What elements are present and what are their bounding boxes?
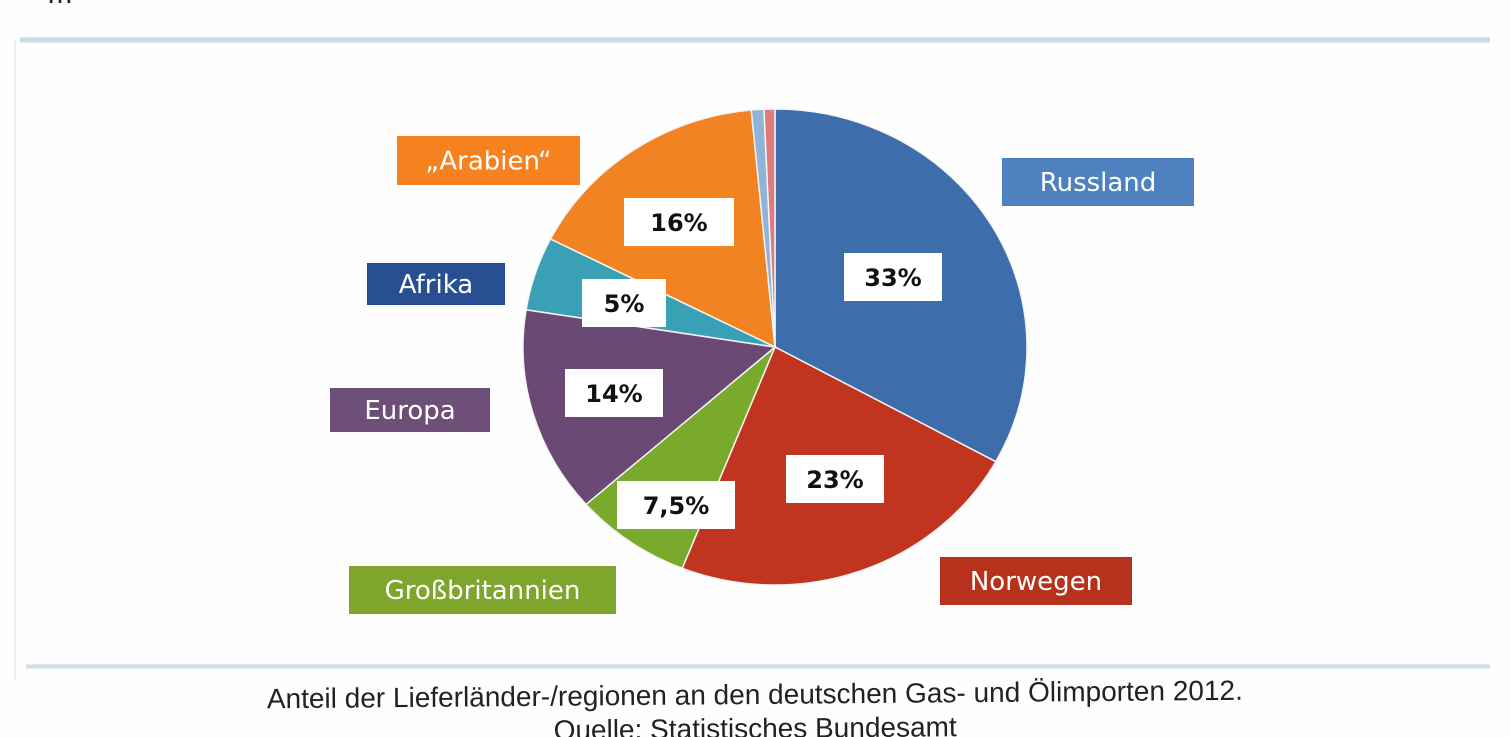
category-label-text: Russland [1040,168,1157,198]
value-label-text: 23% [806,466,863,494]
category-label-norwegen: Norwegen [940,557,1132,605]
category-label-text: Großbritannien [385,576,581,606]
category-label-text: Afrika [399,270,473,300]
category-label-afrika: Afrika [367,263,505,305]
header-fragment-text: … [46,0,74,9]
value-label-box [565,369,663,417]
value-label-5: 16% [624,198,734,246]
value-label-text: 5% [604,290,645,318]
category-label-text: Norwegen [970,567,1102,597]
category-label-text: Europa [364,396,455,426]
value-label-box [617,481,735,529]
value-label-box [786,455,884,503]
header-fragment: … [46,0,74,10]
bottom-divider [26,664,1490,669]
left-border [14,40,16,680]
category-label-text: „Arabien“ [425,147,551,177]
top-divider [20,37,1490,43]
pie-slices [522,108,1028,586]
pie-slice-other-7 [763,108,776,348]
value-label-text: 33% [864,264,921,292]
value-label-1: 23% [786,455,884,503]
category-label-box [397,136,580,185]
category-label-europa: Europa [330,388,490,432]
category-label-box [1002,158,1194,206]
category-label-arabien: „Arabien“ [397,136,580,185]
figure-caption: Anteil der Lieferländer-/regionen an den… [60,672,1451,737]
value-label-text: 16% [650,209,707,237]
value-label-4: 5% [582,279,666,327]
value-label-text: 14% [585,380,642,408]
category-label-box [349,566,616,614]
category-label-großbritannien: Großbritannien [349,566,616,614]
value-label-text: 7,5% [643,492,710,520]
value-label-2: 7,5% [617,481,735,529]
category-label-box [330,388,490,432]
pie-category-labels: Russland Norwegen Großbritannien Europa Afri… [330,136,1194,614]
category-label-russland: Russland [1002,158,1194,206]
value-label-box [844,253,942,301]
value-label-0: 33% [844,253,942,301]
value-label-box [624,198,734,246]
value-label-3: 14% [565,369,663,417]
pie-value-labels: 33% 23% 7,5% 14% 5% 16% [565,198,942,529]
category-label-box [940,557,1132,605]
category-label-box [367,263,505,305]
value-label-box [582,279,666,327]
